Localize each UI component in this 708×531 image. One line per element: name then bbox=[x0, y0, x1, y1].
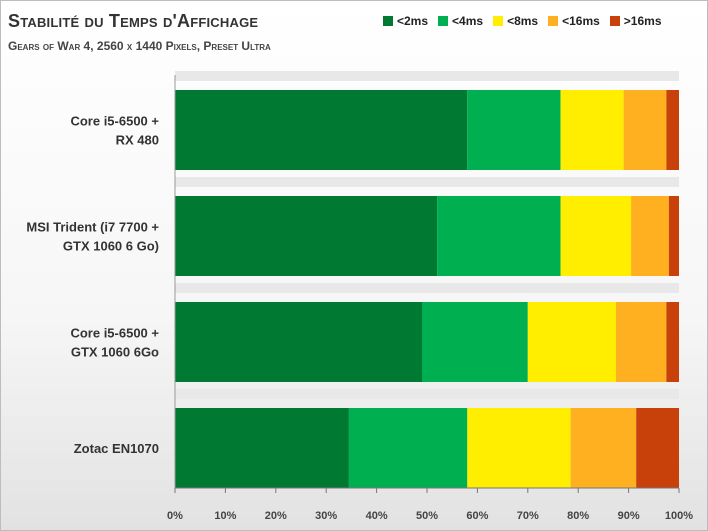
legend-label: <4ms bbox=[452, 14, 484, 28]
bar-segment bbox=[422, 302, 528, 382]
bar-segment bbox=[668, 196, 679, 276]
legend-swatch bbox=[438, 16, 449, 26]
legend-item: <16ms bbox=[548, 14, 600, 28]
category-label: GTX 1060 6Go bbox=[71, 345, 159, 360]
bar-segment bbox=[560, 196, 632, 276]
bar-segment bbox=[175, 408, 349, 488]
bar-segment bbox=[175, 90, 468, 170]
bar-segment bbox=[666, 302, 679, 382]
bar-segment bbox=[560, 90, 624, 170]
bar-segment bbox=[616, 302, 667, 382]
bar-segment bbox=[570, 408, 637, 488]
x-tick-label: 20% bbox=[265, 510, 287, 522]
category-label: Core i5-6500 + bbox=[70, 326, 159, 341]
category-label: RX 480 bbox=[116, 133, 159, 148]
bar-segment bbox=[467, 90, 561, 170]
legend-swatch bbox=[493, 16, 504, 26]
legend-label: <8ms bbox=[507, 14, 539, 28]
legend-swatch bbox=[548, 16, 559, 26]
x-tick-label: 80% bbox=[567, 510, 589, 522]
category-label: MSI Trident (i7 7700 + bbox=[26, 220, 159, 235]
legend-item: <8ms bbox=[493, 14, 538, 28]
band-separator bbox=[175, 177, 679, 187]
x-tick-label: 100% bbox=[665, 510, 693, 522]
legend: <2ms <4ms <8ms <16ms >16ms bbox=[383, 14, 662, 28]
chart-subtitle: Gears of War 4, 2560 x 1440 Pixels, Pres… bbox=[8, 39, 271, 53]
x-tick-label: 70% bbox=[517, 510, 539, 522]
bar-segment bbox=[631, 196, 669, 276]
x-tick-label: 90% bbox=[618, 510, 640, 522]
bar-segment bbox=[175, 302, 422, 382]
band-separator bbox=[175, 283, 679, 293]
x-tick-label: 0% bbox=[167, 510, 183, 522]
category-label: GTX 1060 6 Go) bbox=[63, 239, 159, 254]
bar-segment bbox=[348, 408, 468, 488]
legend-swatch bbox=[383, 16, 393, 26]
category-label: Core i5-6500 + bbox=[70, 114, 159, 129]
bar-segment bbox=[437, 196, 561, 276]
x-tick-label: 60% bbox=[466, 510, 488, 522]
bar-segment bbox=[623, 90, 667, 170]
legend-swatch bbox=[609, 16, 620, 26]
legend-item: <2ms bbox=[383, 14, 428, 28]
bar-segment bbox=[636, 408, 679, 488]
bar-segment bbox=[666, 90, 679, 170]
bar-segment bbox=[527, 302, 616, 382]
bar-segment bbox=[467, 408, 571, 488]
legend-item: <4ms bbox=[438, 14, 483, 28]
legend-label: <16ms bbox=[562, 14, 600, 28]
x-tick-label: 10% bbox=[214, 510, 236, 522]
chart-title: Stabilité du Temps d'Affichage bbox=[8, 11, 259, 31]
x-tick-label: 40% bbox=[366, 510, 388, 522]
x-tick-label: 30% bbox=[315, 510, 337, 522]
x-tick-label: 50% bbox=[416, 510, 438, 522]
category-label: Zotac EN1070 bbox=[74, 441, 159, 456]
bar-segment bbox=[175, 196, 438, 276]
legend-label: >16ms bbox=[623, 14, 662, 28]
legend-label: <2ms bbox=[397, 14, 429, 28]
band-separator bbox=[175, 389, 679, 399]
band-separator bbox=[175, 71, 679, 81]
legend-item: >16ms bbox=[609, 14, 662, 28]
